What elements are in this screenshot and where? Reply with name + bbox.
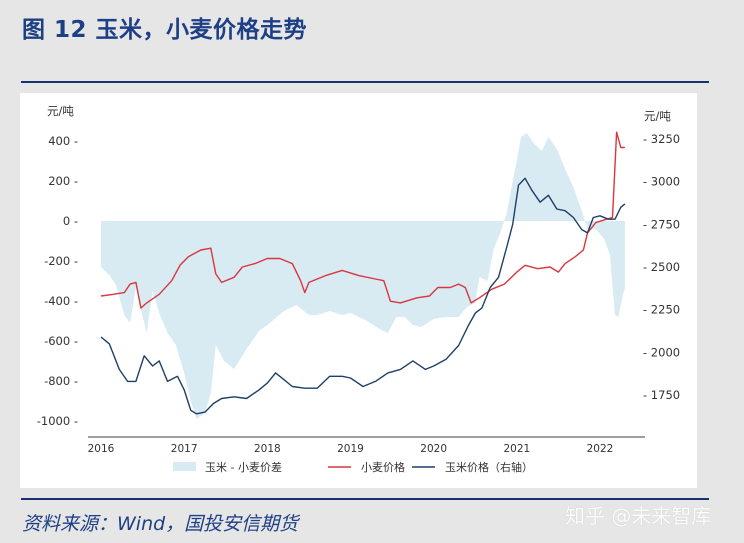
- x-tick-label: 2021: [503, 443, 530, 455]
- left-tick-label: -800 -: [44, 374, 78, 388]
- right-axis-unit: 元/吨: [644, 109, 671, 123]
- left-tick-label: -200 -: [44, 254, 78, 268]
- right-tick-label: - 2750: [643, 217, 680, 231]
- right-tick-label: - 2000: [643, 345, 680, 359]
- left-axis-unit: 元/吨: [47, 104, 74, 118]
- legend-label-corn: 玉米价格（右轴）: [445, 460, 533, 474]
- x-tick-label: 2016: [88, 443, 115, 455]
- left-tick-label: -400 -: [44, 294, 78, 308]
- x-tick-label: 2020: [420, 443, 447, 455]
- x-tick-label: 2019: [337, 443, 364, 455]
- source-divider: [21, 498, 709, 500]
- left-tick-label: -600 -: [44, 334, 78, 348]
- legend-swatch-spread: [173, 462, 196, 471]
- source-note: 资料来源：Wind，国投安信期货: [22, 513, 299, 535]
- watermark: 知乎 @未来智库: [565, 504, 712, 528]
- figure-title: 图 12 玉米，小麦价格走势: [22, 17, 308, 43]
- corn-price-line: [100, 177, 626, 415]
- x-tick-label: 2018: [254, 443, 281, 455]
- right-tick-label: - 2250: [643, 303, 680, 317]
- legend-label-wheat: 小麦价格: [361, 460, 405, 474]
- left-tick-label: 0 -: [63, 214, 78, 228]
- x-tick-label: 2017: [171, 443, 198, 455]
- chart-svg: 2016 2017 2018 2019 2020 2021 2022 元/吨 400 - 200 …: [37, 104, 680, 474]
- left-tick-label: 400 -: [48, 134, 78, 148]
- title-divider: [21, 81, 709, 83]
- right-tick-label: - 2500: [643, 260, 680, 274]
- right-tick-label: - 1750: [643, 388, 680, 402]
- wheat-price-line: [100, 131, 625, 309]
- right-tick-label: - 3250: [643, 132, 680, 146]
- left-tick-label: -1000 -: [37, 414, 78, 428]
- left-tick-label: 200 -: [48, 174, 78, 188]
- x-tick-label: 2022: [587, 443, 614, 455]
- legend-label-spread: 玉米 - 小麦价差: [205, 460, 282, 474]
- right-tick-label: - 3000: [643, 175, 680, 189]
- chart-card: 2016 2017 2018 2019 2020 2021 2022 元/吨 400 - 200 …: [20, 93, 697, 488]
